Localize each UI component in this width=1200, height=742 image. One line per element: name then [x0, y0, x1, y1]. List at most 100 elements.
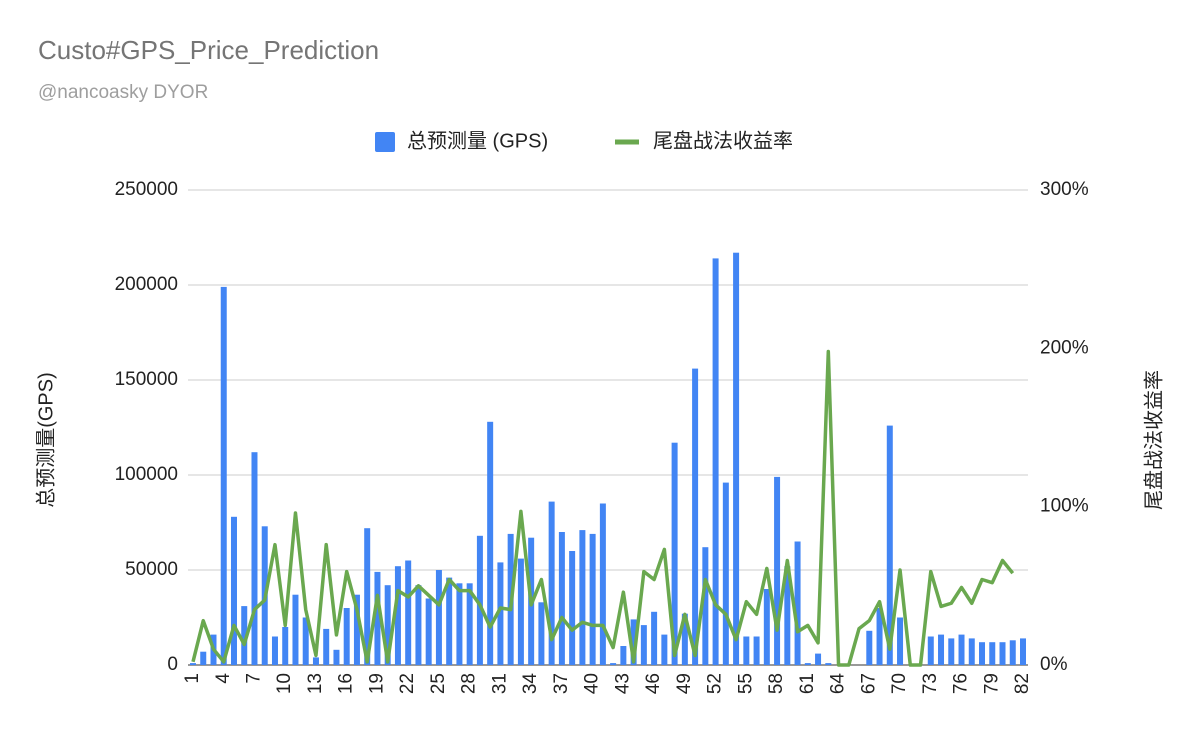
- bar: [681, 613, 688, 665]
- x-tick-label: 16: [336, 673, 357, 694]
- bar: [271, 636, 278, 665]
- bar: [446, 577, 453, 665]
- legend-label: 总预测量 (GPS): [407, 129, 548, 152]
- bar: [876, 608, 883, 665]
- legend-label: 尾盘战法收益率: [653, 129, 793, 152]
- y2-tick-label: 100%: [1040, 496, 1089, 517]
- x-tick-label: 43: [612, 673, 633, 694]
- bar: [220, 286, 227, 665]
- x-tick-label: 31: [489, 673, 510, 694]
- bar: [661, 634, 668, 665]
- x-tick-label: 61: [797, 673, 818, 694]
- bar: [743, 636, 750, 665]
- x-tick-label: 4: [213, 673, 234, 684]
- bar: [394, 566, 401, 665]
- legend-swatch: [375, 132, 395, 152]
- x-tick-label: 55: [735, 673, 756, 694]
- bar: [610, 663, 617, 665]
- bar: [774, 476, 781, 665]
- bar: [333, 649, 340, 665]
- x-tick-label: 13: [305, 673, 326, 694]
- y-tick-label: 150000: [115, 369, 178, 390]
- x-tick-label: 46: [643, 673, 664, 694]
- x-tick-label: 1: [182, 673, 203, 684]
- bar: [1020, 638, 1026, 665]
- bar: [640, 625, 647, 665]
- x-tick-label: 79: [981, 673, 1002, 694]
- bar: [999, 642, 1006, 665]
- y-tick-label: 250000: [115, 179, 178, 200]
- x-tick-label: 76: [951, 673, 972, 694]
- bar: [558, 532, 565, 665]
- y2-axis-label: 尾盘战法收益率: [1142, 370, 1165, 510]
- bar: [979, 642, 986, 665]
- bar: [763, 589, 770, 665]
- x-tick-label: 64: [828, 673, 849, 695]
- y-tick-label: 50000: [125, 559, 178, 580]
- bar: [630, 619, 637, 665]
- y2-tick-label: 300%: [1040, 179, 1089, 200]
- bar: [958, 634, 965, 665]
- bar: [190, 663, 196, 665]
- bar: [425, 598, 432, 665]
- y-tick-label: 0: [167, 654, 178, 675]
- bar: [702, 547, 709, 665]
- x-tick-label: 19: [366, 673, 387, 694]
- bar: [794, 541, 801, 665]
- bar: [384, 585, 391, 665]
- x-tick-label: 82: [1012, 673, 1033, 694]
- bar: [251, 452, 258, 665]
- line: [191, 349, 1015, 667]
- x-tick-label: 7: [243, 673, 264, 684]
- bar: [620, 646, 627, 665]
- y-tick-label: 200000: [115, 274, 178, 295]
- bar: [938, 634, 945, 665]
- bar: [343, 608, 350, 665]
- x-tick-label: 25: [428, 673, 449, 694]
- bar: [579, 530, 586, 665]
- bar: [1009, 640, 1016, 665]
- y-tick-label: 100000: [115, 464, 178, 485]
- x-tick-label: 28: [459, 673, 480, 694]
- bar: [353, 594, 360, 665]
- bar: [589, 533, 596, 665]
- bar: [569, 551, 576, 665]
- bar: [374, 571, 381, 665]
- bar: [476, 535, 483, 665]
- bar: [312, 657, 319, 665]
- bar: [897, 617, 904, 665]
- bar: [927, 636, 934, 665]
- bar: [692, 368, 699, 665]
- bar: [415, 585, 422, 665]
- x-tick-label: 22: [397, 673, 418, 694]
- bar: [989, 642, 996, 665]
- bar: [599, 503, 606, 665]
- bar: [517, 558, 524, 665]
- x-tick-label: 10: [274, 673, 295, 694]
- bar: [866, 630, 873, 665]
- x-tick-label: 40: [582, 673, 603, 694]
- bar: [487, 421, 494, 665]
- bar: [456, 583, 463, 665]
- x-tick-label: 37: [551, 673, 572, 694]
- bar: [825, 663, 832, 665]
- x-tick-label: 52: [705, 673, 726, 694]
- x-tick-label: 67: [858, 673, 879, 694]
- bar: [968, 638, 975, 665]
- x-tick-label: 34: [520, 673, 541, 695]
- x-tick-label: 70: [889, 673, 910, 694]
- bar: [282, 627, 289, 665]
- bar: [733, 252, 740, 665]
- x-tick-label: 73: [920, 673, 941, 694]
- bar: [886, 425, 893, 665]
- bar: [241, 606, 248, 665]
- x-tick-label: 58: [766, 673, 787, 694]
- bar: [784, 566, 791, 665]
- bar: [302, 617, 309, 665]
- bar: [323, 628, 330, 665]
- bar: [948, 638, 955, 665]
- chart-subtitle: @nancoasky DYOR: [38, 82, 208, 103]
- bar: [815, 653, 822, 665]
- y2-tick-label: 0%: [1040, 654, 1068, 675]
